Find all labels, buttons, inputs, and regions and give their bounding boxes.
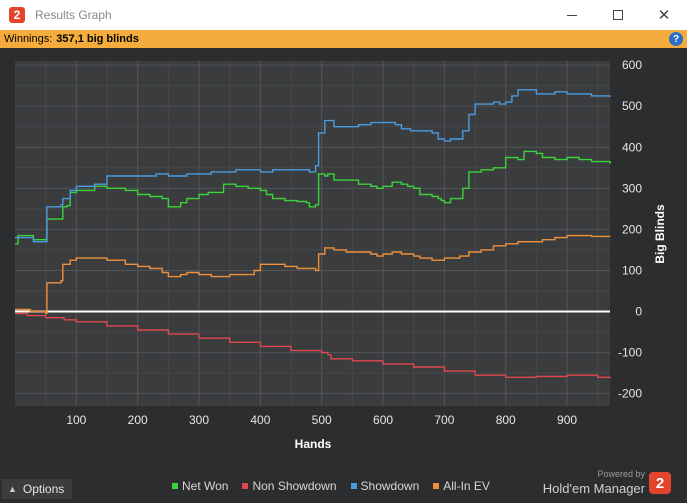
x-tick-label: 600 — [373, 413, 393, 427]
y-tick-label: 0 — [635, 305, 642, 319]
winnings-bar: Winnings: 357,1 big blinds ? — [0, 30, 687, 48]
footer: ▲ Options Net Won Non Showdown Showdown All… — [0, 463, 687, 503]
y-tick-label: 500 — [622, 99, 642, 113]
powered-by-block: Powered by Hold'em Manager — [543, 469, 645, 496]
x-tick-label: 800 — [496, 413, 516, 427]
brand-name: Hold'em Manager — [542, 481, 645, 496]
y-tick-label: -200 — [618, 387, 642, 401]
x-tick-label: 500 — [312, 413, 332, 427]
legend-swatch — [242, 483, 249, 489]
results-chart: 100 200 300 400 500 600 700 800 900 600 500 400 300… — [15, 58, 667, 451]
chart-series — [15, 89, 611, 379]
y-tick-label: 100 — [622, 263, 642, 277]
y-tick-label: 200 — [622, 222, 642, 236]
plot-area — [15, 61, 610, 406]
options-button[interactable]: ▲ Options — [2, 479, 73, 499]
series-line-showdown — [15, 89, 611, 243]
x-tick-label: 900 — [557, 413, 577, 427]
legend-item-net-won[interactable]: Net Won — [172, 479, 228, 493]
legend-label: All-In EV — [443, 479, 490, 493]
chart-legend: Net Won Non Showdown Showdown All-In EV — [172, 479, 490, 493]
y-axis-ticks: 600 500 400 300 200 100 0 -100 -200 — [618, 58, 642, 401]
options-label: Options — [22, 482, 65, 496]
y-axis-label: Big Blinds — [653, 204, 667, 264]
y-tick-label: 600 — [622, 58, 642, 72]
minimize-button[interactable] — [549, 0, 595, 30]
y-tick-label: -100 — [618, 346, 642, 360]
maximize-button[interactable] — [595, 0, 641, 30]
series-line-all-in-ev — [15, 234, 611, 315]
brand-logo-icon: 2 — [649, 472, 671, 494]
help-icon[interactable]: ? — [669, 32, 683, 46]
powered-by-text: Powered by — [597, 469, 645, 479]
close-button[interactable]: ✕ — [641, 0, 687, 30]
winnings-value: 357,1 big blinds — [56, 33, 139, 45]
chart-grid — [15, 61, 610, 406]
y-tick-label: 300 — [622, 181, 642, 195]
x-tick-label: 400 — [250, 413, 270, 427]
legend-swatch — [350, 483, 357, 489]
caret-up-icon: ▲ — [8, 484, 17, 494]
legend-item-non-showdown[interactable]: Non Showdown — [242, 479, 337, 493]
legend-swatch — [172, 483, 178, 489]
x-tick-label: 100 — [66, 413, 86, 427]
minimize-icon — [567, 14, 577, 16]
x-axis-label: Hands — [295, 437, 332, 451]
window-title: Results Graph — [35, 8, 112, 22]
legend-label: Net Won — [182, 479, 229, 493]
legend-label: Non Showdown — [252, 479, 337, 493]
legend-swatch — [433, 483, 440, 489]
legend-item-showdown[interactable]: Showdown — [350, 479, 420, 493]
y-tick-label: 400 — [622, 140, 642, 154]
legend-item-all-in-ev[interactable]: All-In EV — [433, 479, 490, 493]
close-icon: ✕ — [657, 6, 671, 24]
title-bar: 2 Results Graph ✕ — [0, 0, 687, 30]
maximize-icon — [613, 10, 623, 20]
x-tick-label: 300 — [189, 413, 209, 427]
winnings-label: Winnings: — [4, 33, 53, 45]
app-logo-icon: 2 — [9, 7, 25, 23]
x-axis-ticks: 100 200 300 400 500 600 700 800 900 — [66, 413, 577, 427]
series-line-net-won — [15, 150, 611, 245]
x-tick-label: 700 — [434, 413, 454, 427]
x-tick-label: 200 — [128, 413, 148, 427]
series-line-non-showdown — [15, 312, 611, 379]
legend-label: Showdown — [360, 479, 420, 493]
